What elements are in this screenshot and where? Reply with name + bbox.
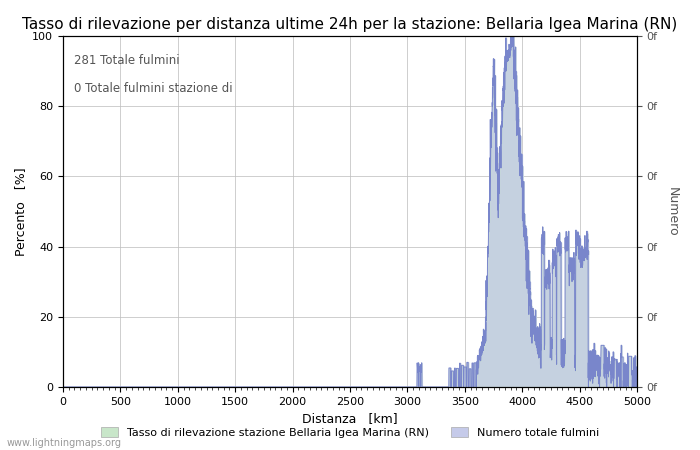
Text: www.lightningmaps.org: www.lightningmaps.org <box>7 438 122 448</box>
X-axis label: Distanza   [km]: Distanza [km] <box>302 412 398 425</box>
Text: 0 Totale fulmini stazione di: 0 Totale fulmini stazione di <box>74 81 233 94</box>
Y-axis label: Numero: Numero <box>666 187 678 236</box>
Text: 281 Totale fulmini: 281 Totale fulmini <box>74 54 180 67</box>
Title: Tasso di rilevazione per distanza ultime 24h per la stazione: Bellaria Igea Mari: Tasso di rilevazione per distanza ultime… <box>22 17 678 32</box>
Legend: Tasso di rilevazione stazione Bellaria Igea Marina (RN), Numero totale fulmini: Tasso di rilevazione stazione Bellaria I… <box>97 423 603 442</box>
Y-axis label: Percento   [%]: Percento [%] <box>14 167 27 256</box>
